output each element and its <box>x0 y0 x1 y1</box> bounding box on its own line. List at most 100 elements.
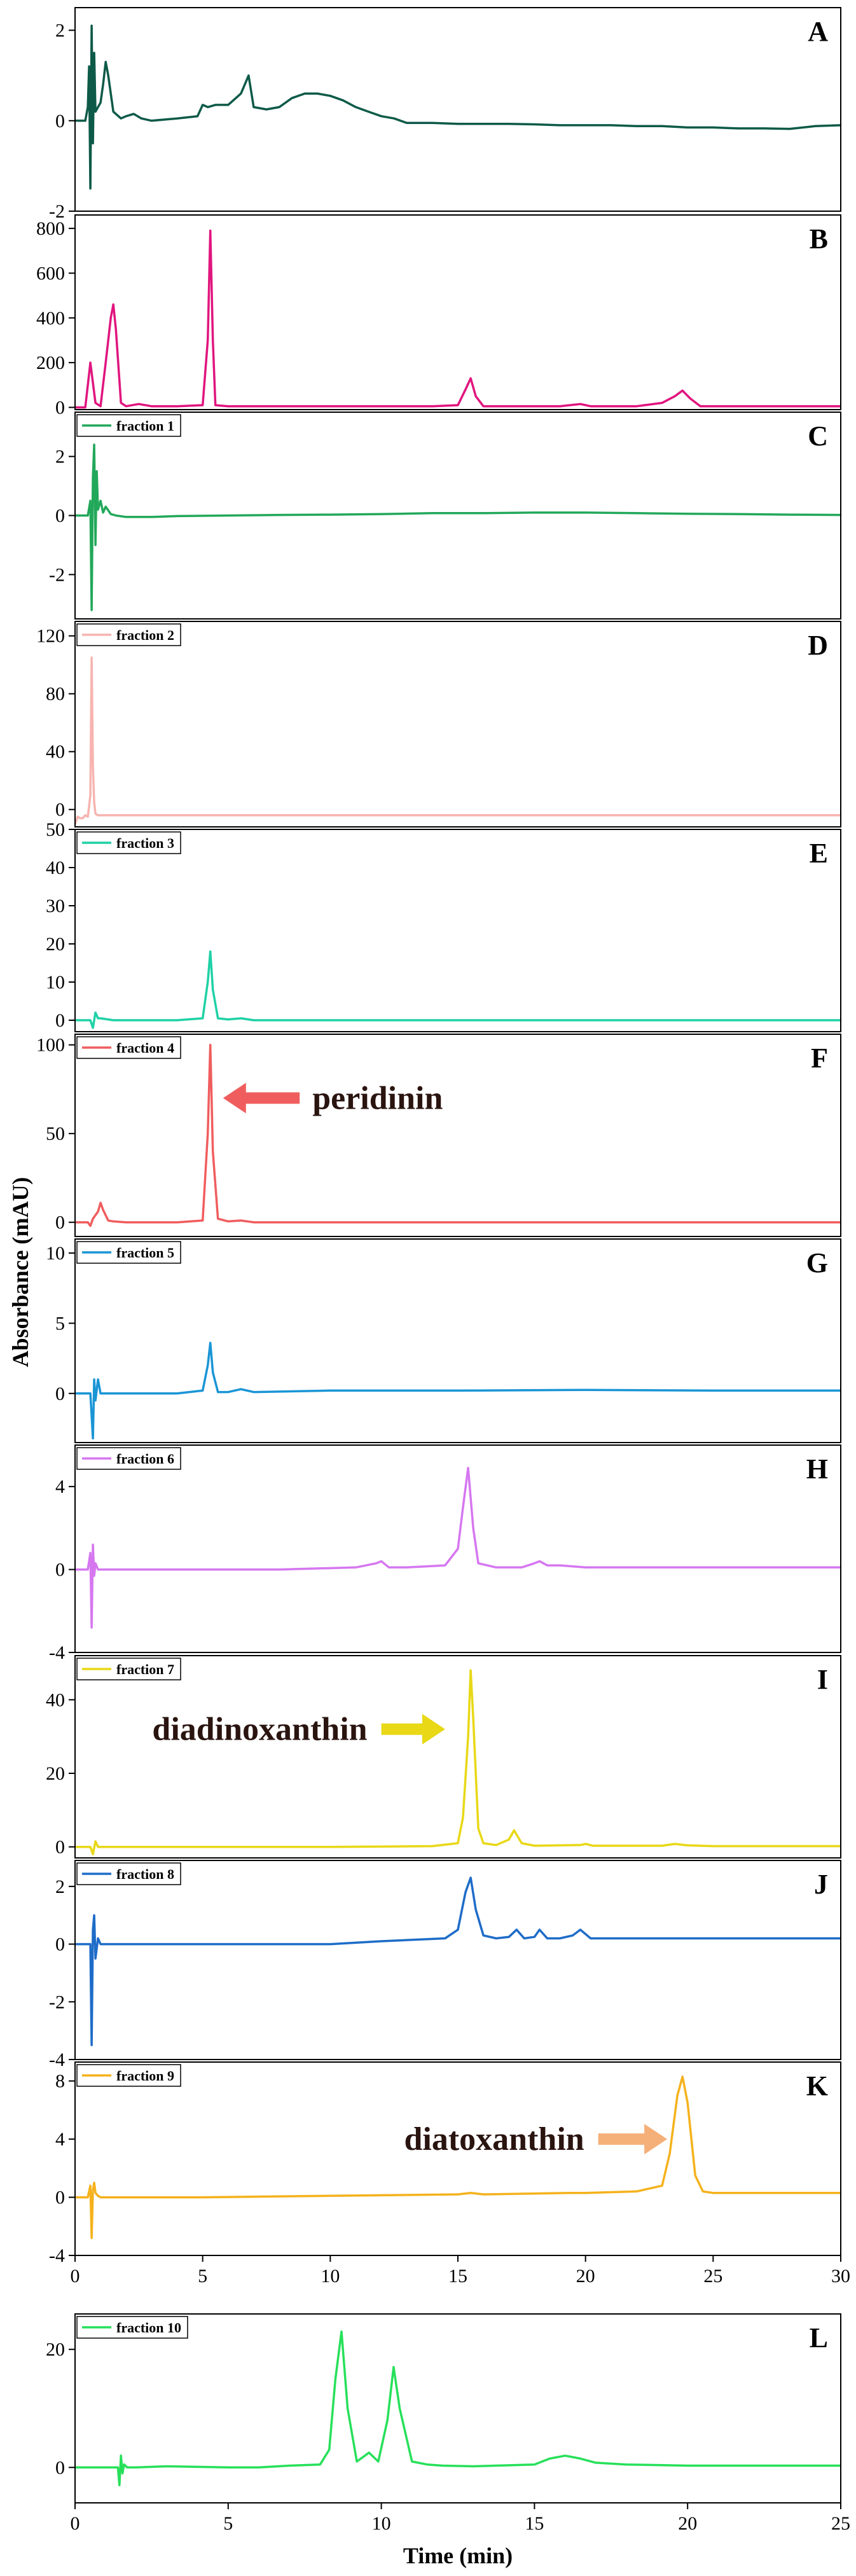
panel-frame-l <box>74 2313 841 2503</box>
legend-label-i: fraction 7 <box>116 1661 174 1677</box>
series-line-a <box>75 24 841 190</box>
panel-letter-b: B <box>810 223 828 254</box>
y-tick-label-k: 0 <box>55 2187 65 2208</box>
y-tick-label-e: 0 <box>55 1010 65 1031</box>
y-tick-label-k: 4 <box>55 2129 65 2150</box>
y-tick-label-f: 50 <box>46 1123 65 1144</box>
panel-frame-f <box>74 1034 841 1237</box>
legend-label-l: fraction 10 <box>116 2320 181 2336</box>
arrow-diadinoxanthin <box>381 1714 445 1745</box>
y-tick-label-d: 0 <box>55 800 65 821</box>
y-tick-label-j: -4 <box>49 2049 65 2070</box>
y-tick-label-d: 40 <box>46 742 65 763</box>
y-tick-label-h: 0 <box>55 1560 65 1581</box>
y-axis-label: Absorbance (mAU) <box>8 1177 33 1368</box>
y-tick-label-k: -4 <box>49 2245 65 2266</box>
y-tick-label-l: 0 <box>55 2457 65 2478</box>
x-tick-label-k: 5 <box>198 2266 207 2287</box>
y-tick-label-e: 10 <box>46 972 65 993</box>
y-tick-label-j: 0 <box>55 1934 65 1955</box>
panel-letter-e: E <box>810 838 828 869</box>
y-tick-label-i: 0 <box>55 1837 65 1858</box>
series-line-b <box>75 229 841 409</box>
panel-letter-f: F <box>811 1042 828 1074</box>
series-line-f <box>75 1043 841 1228</box>
panel-frame-b <box>74 214 841 410</box>
y-tick-label-h: 4 <box>55 1476 65 1497</box>
legend-label-h: fraction 6 <box>116 1451 174 1467</box>
panel-letter-i: I <box>817 1664 828 1695</box>
annotation-peridinin: peridinin <box>312 1080 443 1116</box>
legend-label-d: fraction 2 <box>116 627 174 643</box>
arrow-peridinin <box>223 1083 300 1114</box>
panel-frame-e <box>74 829 841 1032</box>
annotation-diatoxanthin: diatoxanthin <box>404 2121 584 2157</box>
y-tick-label-b: 200 <box>36 352 65 373</box>
x-tick-label-l: 0 <box>71 2513 80 2534</box>
legend-label-f: fraction 4 <box>116 1040 174 1056</box>
y-tick-label-i: 40 <box>46 1689 65 1710</box>
y-tick-label-a: 0 <box>55 111 65 132</box>
legend-label-c: fraction 1 <box>116 418 174 434</box>
panel-letter-g: G <box>806 1247 828 1278</box>
y-tick-label-j: -2 <box>49 1991 65 2012</box>
legend-box-l <box>76 2316 188 2339</box>
x-tick-label-k: 0 <box>71 2266 80 2287</box>
x-tick-label-k: 20 <box>576 2266 595 2287</box>
y-tick-label-l: 20 <box>46 2339 65 2360</box>
y-tick-label-c: 2 <box>55 447 65 467</box>
panel-frame-i <box>74 1655 841 1859</box>
x-tick-label-l: 25 <box>831 2513 850 2534</box>
series-line-h <box>75 1467 841 1629</box>
y-tick-label-e: 40 <box>46 857 65 878</box>
x-tick-label-k: 25 <box>703 2266 722 2287</box>
panel-letter-c: C <box>808 420 828 452</box>
y-tick-label-i: 20 <box>46 1763 65 1784</box>
x-axis-label: Time (min) <box>403 2543 513 2568</box>
panel-frame-g <box>74 1238 841 1443</box>
y-tick-label-k: 8 <box>55 2071 65 2092</box>
panel-letter-l: L <box>810 2322 828 2353</box>
panel-frame-h <box>74 1444 841 1653</box>
legend-label-j: fraction 8 <box>116 1866 174 1882</box>
series-line-j <box>75 1876 841 2047</box>
y-tick-label-h: -4 <box>49 1642 65 1663</box>
panel-frame-j <box>74 1860 841 2060</box>
x-tick-label-k: 30 <box>831 2266 850 2287</box>
panel-frame-a <box>74 7 841 212</box>
y-tick-label-a: -2 <box>49 201 65 222</box>
y-tick-label-g: 0 <box>55 1383 65 1404</box>
legend-label-e: fraction 3 <box>116 835 174 851</box>
legend-label-g: fraction 5 <box>116 1245 174 1261</box>
legend-box-j <box>76 1862 181 1885</box>
y-tick-label-g: 10 <box>46 1243 65 1264</box>
x-tick-label-k: 15 <box>448 2266 467 2287</box>
panel-letter-a: A <box>808 16 828 47</box>
y-tick-label-b: 0 <box>55 397 65 418</box>
y-tick-label-a: 2 <box>55 20 65 41</box>
panel-frame-k <box>74 2061 841 2256</box>
legend-label-k: fraction 9 <box>116 2068 174 2084</box>
series-line-d <box>75 656 841 825</box>
arrow-diatoxanthin <box>598 2124 668 2155</box>
y-tick-label-g: 5 <box>55 1313 65 1334</box>
series-line-l <box>75 2330 841 2486</box>
panel-letter-j: J <box>814 1869 828 1900</box>
series-line-k <box>75 2075 841 2240</box>
y-tick-label-f: 100 <box>36 1035 65 1056</box>
panel-frame-d <box>74 621 841 828</box>
series-line-e <box>75 950 841 1029</box>
series-line-g <box>75 1341 841 1440</box>
panel-letter-k: K <box>806 2070 828 2102</box>
x-tick-label-l: 5 <box>223 2513 233 2534</box>
y-tick-label-c: -2 <box>49 564 65 585</box>
x-tick-label-l: 20 <box>678 2513 697 2534</box>
y-tick-label-b: 400 <box>36 308 65 329</box>
x-tick-label-k: 10 <box>321 2266 340 2287</box>
series-line-c <box>75 443 841 611</box>
y-tick-label-d: 80 <box>46 684 65 705</box>
y-tick-label-j: 2 <box>55 1876 65 1897</box>
series-line-i <box>75 1669 841 1855</box>
y-tick-label-d: 120 <box>36 626 65 647</box>
